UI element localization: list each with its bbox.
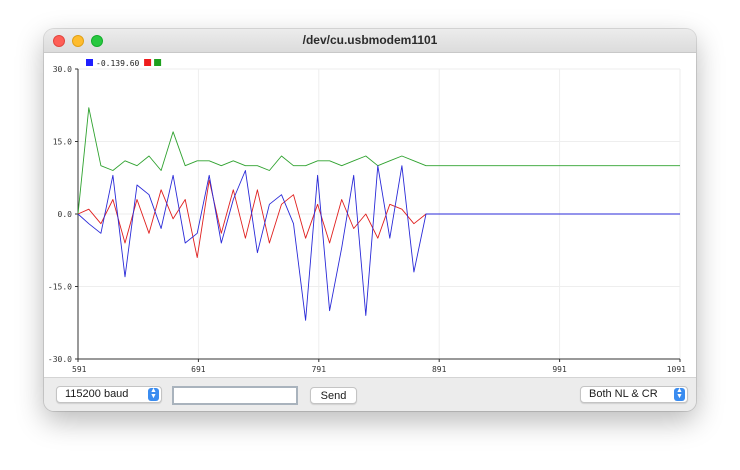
baud-rate-label: 115200 baud: [65, 388, 129, 400]
legend-swatch: [86, 59, 93, 66]
y-axis-tick-label: 0.0: [58, 210, 73, 219]
y-axis-tick-label: 30.0: [53, 65, 72, 74]
line-ending-select[interactable]: Both NL & CR ▲ ▼: [580, 386, 688, 403]
x-axis-tick-label: 991: [552, 365, 567, 374]
x-axis-tick-label: 1091: [667, 365, 686, 374]
x-axis-tick-label: 691: [191, 365, 206, 374]
title-bar: /dev/cu.usbmodem1101: [44, 29, 696, 53]
series-line: [77, 165, 680, 321]
series-line: [77, 179, 680, 258]
minimize-window-button[interactable]: [72, 35, 84, 47]
y-axis-tick-label: 15.0: [53, 138, 72, 147]
series-line: [77, 107, 680, 215]
plot-area: 30.0 15.0 0.0 -15.0 -30.0 591 691 791 891 991 1091…: [44, 53, 696, 377]
window-title: /dev/cu.usbmodem1101: [302, 33, 438, 47]
serial-plotter-window: /dev/cu.usbmodem1101 30.0 15.0 0.0 -15.0 -30…: [44, 29, 696, 411]
y-axis-tick-label: -30.0: [48, 355, 72, 364]
send-button[interactable]: Send: [310, 387, 357, 404]
close-window-button[interactable]: [53, 35, 65, 47]
y-axis-tick-label: -15.0: [48, 283, 72, 292]
message-input[interactable]: [172, 386, 298, 405]
x-axis-tick-label: 791: [312, 365, 327, 374]
chevron-updown-icon: ▲ ▼: [148, 387, 159, 401]
chevron-updown-icon: ▲ ▼: [674, 387, 685, 401]
line-ending-label: Both NL & CR: [589, 388, 658, 400]
x-axis-tick-label: 891: [432, 365, 447, 374]
zoom-window-button[interactable]: [91, 35, 103, 47]
legend-swatch: [154, 59, 162, 66]
x-axis-tick-label: 591: [72, 365, 87, 374]
legend-label: -0.139.60: [96, 59, 140, 68]
legend-swatch: [144, 59, 152, 66]
bottom-toolbar: 115200 baud ▲ ▼ Send Both NL & CR ▲ ▼: [44, 377, 696, 411]
baud-rate-select[interactable]: 115200 baud ▲ ▼: [56, 386, 162, 403]
